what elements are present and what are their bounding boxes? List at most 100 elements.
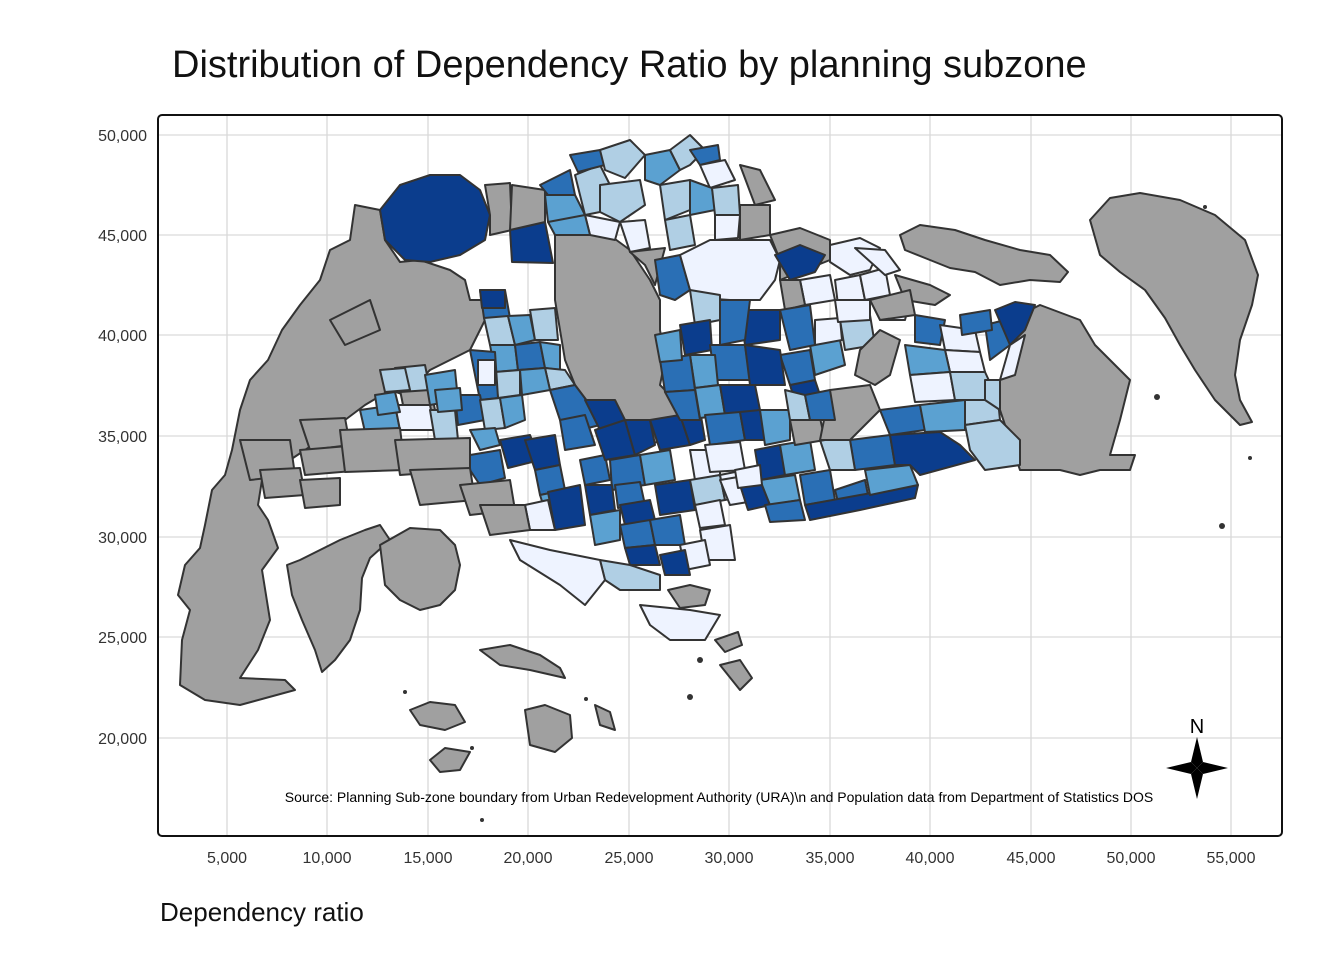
y-tick: 20,000 bbox=[98, 731, 147, 748]
y-tick: 25,000 bbox=[98, 630, 147, 647]
subzone-pasir-panjang bbox=[509, 539, 606, 606]
x-tick: 45,000 bbox=[1007, 850, 1056, 867]
subzone-pasir-ris-central bbox=[944, 349, 986, 373]
subzone-pasir-ris-drive bbox=[914, 314, 946, 346]
subzone-ghim-moh bbox=[559, 414, 596, 451]
subzone-tai-seng bbox=[869, 289, 916, 321]
subzone-taman-jurong bbox=[429, 409, 459, 441]
subzone-anchorvale bbox=[829, 237, 881, 276]
region-jurong-island bbox=[286, 524, 391, 673]
subzone-senja bbox=[529, 307, 559, 341]
subzone-mandai-west bbox=[547, 214, 591, 236]
region-southern-island-3 bbox=[524, 704, 573, 753]
subzone-depot-road bbox=[624, 544, 661, 566]
y-tick: 50,000 bbox=[98, 128, 147, 145]
x-tick: 30,000 bbox=[705, 850, 754, 867]
subzone-lorong-halus bbox=[854, 329, 901, 386]
subzone-changi-west bbox=[984, 379, 1001, 411]
x-tick: 40,000 bbox=[906, 850, 955, 867]
subzone-simpang bbox=[739, 164, 776, 206]
region-southern-island-2 bbox=[479, 644, 566, 679]
subzone-yunnan bbox=[434, 387, 463, 413]
region-southern-island-7 bbox=[714, 631, 743, 653]
subzone-marina-east bbox=[639, 604, 721, 641]
subzone-tiong-bahru bbox=[654, 479, 696, 516]
subzone-east-coast bbox=[804, 484, 919, 521]
x-tick: 5,000 bbox=[207, 850, 247, 867]
subzone-sungei-kadut bbox=[509, 184, 546, 231]
islets bbox=[403, 205, 1252, 822]
subzone-yishun-east bbox=[711, 184, 741, 216]
subzone-tampines-north bbox=[904, 344, 951, 376]
subzone-pasir-ris-east bbox=[959, 309, 993, 336]
subzone-guilin bbox=[499, 394, 526, 429]
subzone-sembawang-east bbox=[644, 149, 681, 186]
subzone-keppel bbox=[659, 549, 691, 576]
subzone-boon-keng bbox=[759, 409, 791, 446]
compass-label: N bbox=[1190, 716, 1204, 738]
subzone-bukit-merah-view bbox=[589, 509, 621, 546]
subzone-sembawang-north bbox=[599, 139, 646, 179]
north-arrow-icon: N bbox=[1166, 716, 1228, 799]
subzones-central bbox=[454, 279, 976, 641]
subzone-yishun-north bbox=[699, 159, 736, 189]
x-tick: 35,000 bbox=[806, 850, 855, 867]
subzone-upper-thomson bbox=[654, 329, 683, 363]
subzone-lim-chu-kang-south bbox=[329, 299, 381, 346]
subzone-redhill bbox=[639, 449, 676, 486]
x-tick: 20,000 bbox=[504, 850, 553, 867]
subzone-kranji bbox=[484, 182, 513, 236]
subzone-sembawang-straits bbox=[619, 219, 651, 253]
subzone-bukit-batok-central bbox=[519, 367, 551, 396]
subzone-bedok-north bbox=[849, 434, 896, 471]
subzones-west bbox=[239, 299, 531, 536]
subzone-bukit-batok-north bbox=[494, 369, 521, 399]
subzone-swiss-club bbox=[624, 419, 656, 456]
subzone-sengkang-west bbox=[799, 274, 836, 306]
subzones bbox=[379, 134, 1036, 471]
subzone-marymount bbox=[664, 389, 701, 421]
x-tick: 15,000 bbox=[404, 850, 453, 867]
legend-title: Dependency ratio bbox=[160, 897, 364, 927]
subzone-loyang-west bbox=[999, 334, 1026, 381]
subzone-potong-pasir bbox=[804, 389, 836, 421]
subzone-tampines-west bbox=[909, 371, 956, 403]
subzone-tuas-view bbox=[299, 477, 341, 509]
y-tick: 30,000 bbox=[98, 530, 147, 547]
subzone-dover bbox=[579, 454, 611, 486]
region-jurong-island-2 bbox=[379, 527, 461, 611]
x-tick: 10,000 bbox=[303, 850, 352, 867]
subzone-jurong-industrial bbox=[339, 427, 406, 473]
subzone-punggol-north bbox=[854, 247, 901, 276]
subzone-tanglin-halt bbox=[584, 484, 616, 516]
region-pulau-ubin bbox=[899, 224, 1069, 286]
subzone-khatib bbox=[714, 214, 741, 241]
subzone-toa-payoh-central bbox=[704, 411, 746, 446]
y-axis-ticks: 50,000 45,000 40,000 35,000 30,000 25,00… bbox=[98, 128, 147, 748]
subzone-lim-chu-kang bbox=[379, 174, 491, 263]
subzone-henderson bbox=[649, 514, 686, 546]
region-southern-island-1 bbox=[409, 701, 466, 731]
subzone-ang-mo-kio-central bbox=[719, 299, 751, 346]
subzone-xilin bbox=[964, 419, 1021, 471]
subzone-yew-tee bbox=[479, 289, 506, 309]
subzone-fernvale bbox=[774, 244, 826, 281]
map-title: Distribution of Dependency Ratio by plan… bbox=[172, 44, 1087, 86]
x-tick: 50,000 bbox=[1107, 850, 1156, 867]
subzone-yio-chu-kang-west bbox=[654, 254, 691, 301]
subzone-yishun-south bbox=[664, 214, 696, 251]
subzone-sembawang-central bbox=[599, 179, 646, 223]
region-southern-island-5 bbox=[594, 704, 616, 731]
subzone-yio-chu-kang-east bbox=[689, 289, 721, 326]
island-outlines bbox=[177, 192, 1259, 773]
subzone-shangri-la bbox=[744, 344, 786, 386]
region-changi bbox=[999, 304, 1136, 476]
subzone-punggol-field bbox=[834, 299, 871, 323]
x-tick: 25,000 bbox=[605, 850, 654, 867]
subzone-chinatown bbox=[694, 499, 726, 529]
subzone-brickworks bbox=[477, 359, 496, 386]
subzone-marine-parade bbox=[764, 499, 806, 523]
subzone-yuhua bbox=[469, 427, 501, 451]
subzone-paya-lebar bbox=[819, 384, 881, 441]
subzone-kovan bbox=[814, 317, 843, 346]
